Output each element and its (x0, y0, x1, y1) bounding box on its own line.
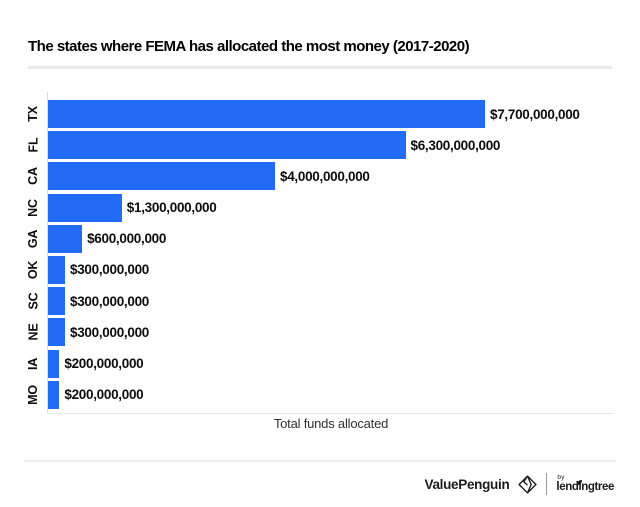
bar-fl (48, 131, 406, 160)
bar-tx (48, 100, 485, 128)
bar-row-nc: NC $1,300,000,000 (0, 193, 640, 222)
y-tick-label-fl: FL (26, 137, 40, 153)
y-tick-label-ga: GA (25, 229, 40, 248)
bar-row-sc: SC $300,000,000 (0, 287, 640, 316)
bar-row-fl: FL $6,300,000,000 (0, 131, 640, 160)
bar-nc (48, 193, 122, 222)
bar-row-ca: CA $4,000,000,000 (0, 162, 640, 191)
y-tick-label-ok: OK (25, 260, 40, 280)
bar-ia (48, 349, 60, 378)
bar-row-ne: NE $300,000,000 (0, 318, 640, 347)
bar-value-label: $600,000,000 (87, 231, 167, 247)
y-axis-line (47, 92, 48, 414)
bar-value-label: $4,000,000,000 (280, 168, 370, 184)
footer-branding: ValuePenguin by lendingtree (424, 470, 614, 498)
by-label: by (557, 473, 565, 481)
bar-row-tx: TX $7,700,000,000 (0, 100, 640, 128)
bar-ca (48, 162, 275, 191)
bar-rows: TX $7,700,000,000 FL $6,300,000,000 CA $4,000… (0, 100, 640, 409)
bar-value-label: $300,000,000 (70, 293, 149, 309)
bar-row-ok: OK $300,000,000 (0, 255, 640, 284)
bar-value-label: $6,300,000,000 (410, 137, 501, 153)
valuepenguin-wordmark: ValuePenguin (424, 476, 510, 492)
bar-ne (48, 318, 65, 347)
x-axis-baseline (47, 413, 614, 414)
y-tick-label-sc: SC (26, 292, 40, 310)
lendingtree-wordmark: lendingtree (556, 480, 614, 494)
bar-value-label: $200,000,000 (64, 356, 144, 371)
bar-row-ga: GA $600,000,000 (0, 224, 640, 253)
footer-divider (24, 460, 616, 462)
logo-separator (546, 473, 548, 495)
x-axis-label: Total funds allocated (273, 416, 389, 431)
y-tick-label-mo: MO (26, 384, 40, 405)
y-tick-label-ne: NE (26, 323, 40, 341)
bar-row-ia: IA $200,000,000 (0, 349, 640, 378)
y-tick-label-tx: TX (25, 106, 40, 122)
title-divider (28, 66, 612, 69)
bar-chart: TX $7,700,000,000 FL $6,300,000,000 CA $4,000… (0, 100, 640, 412)
y-tick-label-ca: CA (26, 167, 40, 186)
bar-ok (48, 255, 65, 284)
bar-value-label: $300,000,000 (70, 262, 149, 278)
bar-value-label: $7,700,000,000 (490, 106, 580, 122)
bar-row-mo: MO $200,000,000 (0, 380, 640, 409)
lendingtree-logo: by lendingtree (556, 473, 614, 494)
bar-value-label: $300,000,000 (70, 324, 149, 340)
bar-value-label: $200,000,000 (64, 387, 144, 403)
y-tick-label-ia: IA (25, 357, 40, 370)
bar-sc (48, 287, 65, 316)
bar-mo (48, 380, 60, 409)
chart-title: The states where FEMA has allocated the … (28, 38, 470, 55)
y-tick-label-nc: NC (26, 198, 40, 217)
bar-ga (48, 224, 83, 253)
origami-penguin-icon (518, 474, 538, 494)
leaf-icon (576, 478, 583, 490)
bar-value-label: $1,300,000,000 (126, 200, 217, 216)
